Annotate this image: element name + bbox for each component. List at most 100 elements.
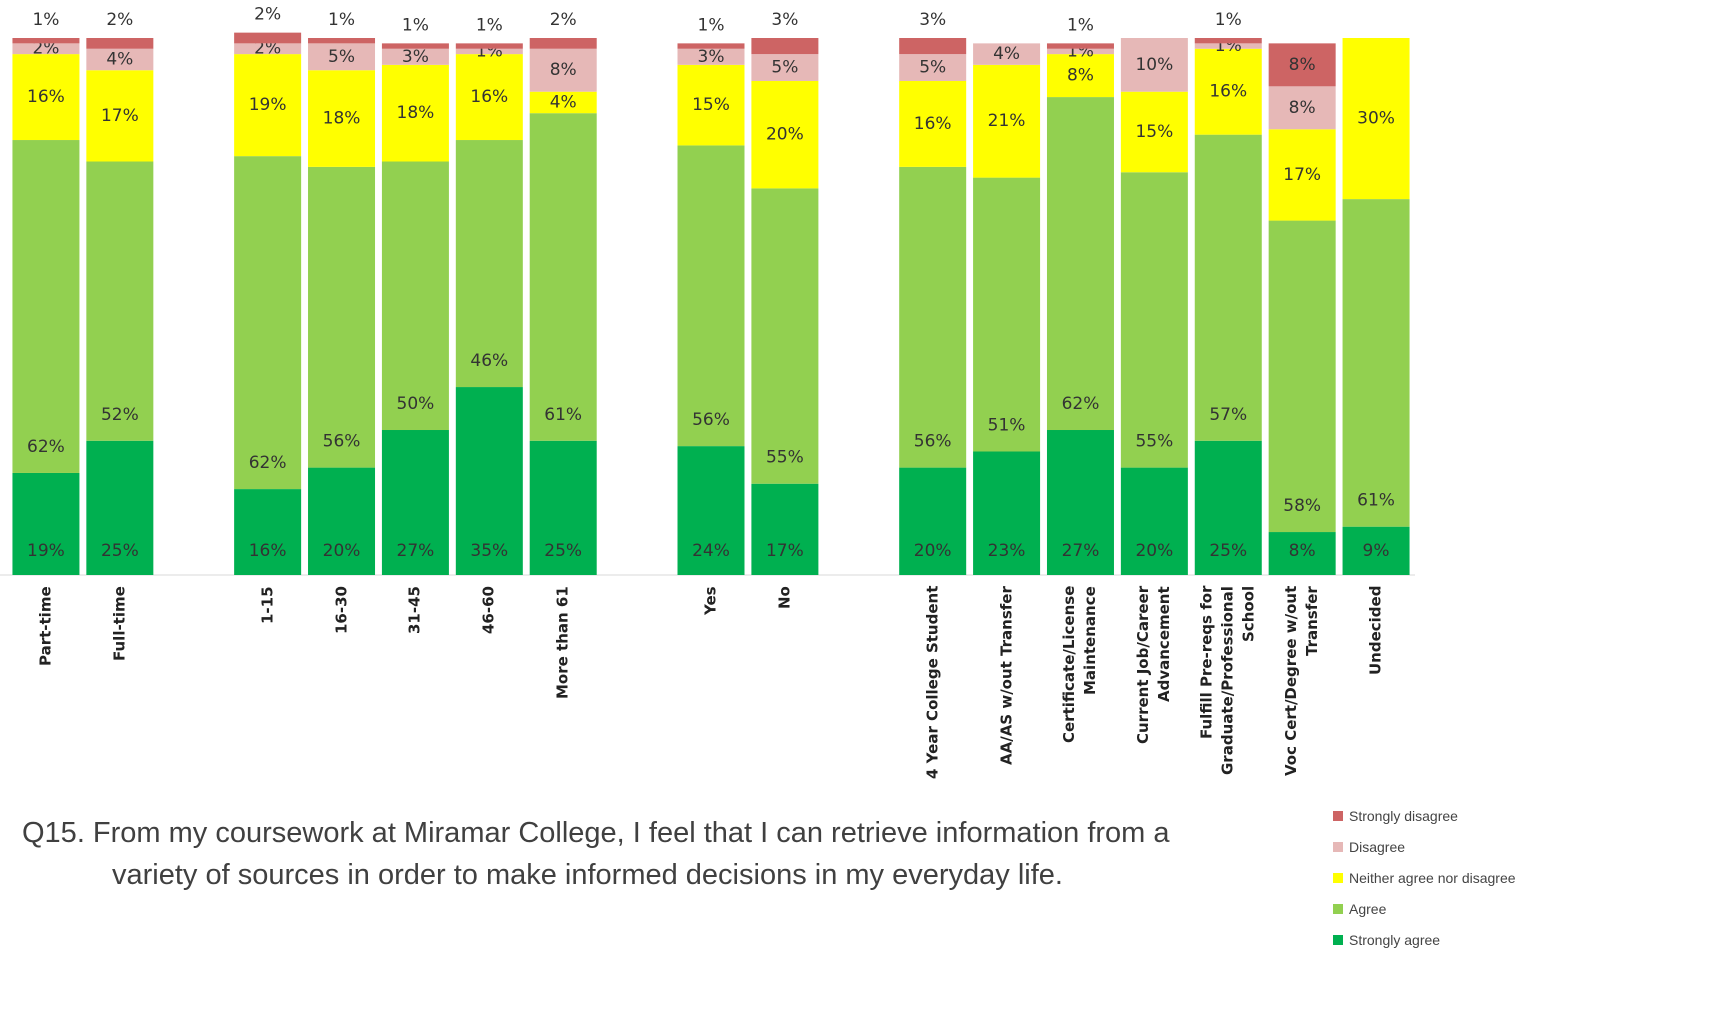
data-label: 1% xyxy=(476,15,503,35)
bar-segment xyxy=(751,80,819,189)
bar-segment xyxy=(899,166,967,468)
data-label: 8% xyxy=(1289,98,1316,118)
bar-segment xyxy=(677,446,745,575)
bar-segment xyxy=(1194,38,1262,44)
data-label: 61% xyxy=(544,405,582,425)
data-label: 8% xyxy=(1289,541,1316,561)
data-label: 2% xyxy=(550,10,577,30)
data-label: 2% xyxy=(32,39,59,59)
data-label: 1% xyxy=(402,15,429,35)
bar-segment xyxy=(1120,172,1188,468)
bar-segment xyxy=(12,43,80,55)
legend-label: Agree xyxy=(1349,900,1387,917)
bar-segment xyxy=(234,156,302,490)
data-label: 16% xyxy=(470,87,508,107)
bar-segment xyxy=(12,38,80,44)
legend-item: Agree xyxy=(1333,893,1516,924)
data-label: 1% xyxy=(1067,15,1094,35)
bar-segment xyxy=(529,440,597,575)
bar-segment xyxy=(751,54,819,81)
data-label: 55% xyxy=(766,448,804,468)
data-label: 20% xyxy=(323,541,361,561)
data-label: 56% xyxy=(914,432,952,452)
legend-item: Neither agree nor disagree xyxy=(1333,862,1516,893)
data-label: 5% xyxy=(919,58,946,78)
bar-segment xyxy=(1046,54,1114,98)
bar-segment xyxy=(308,43,376,71)
bar-segment xyxy=(1342,38,1410,200)
data-label: 61% xyxy=(1357,491,1395,511)
bar-segment xyxy=(677,48,745,65)
bar-segment xyxy=(1268,129,1336,221)
legend: Strongly disagree Disagree Neither agree n… xyxy=(1333,800,1516,955)
data-label: 17% xyxy=(101,106,139,126)
data-label: 62% xyxy=(1062,394,1100,414)
data-label: 8% xyxy=(550,60,577,80)
bar-segment xyxy=(529,38,597,49)
data-label: 27% xyxy=(397,541,435,561)
x-tick-label: 4 Year College Student xyxy=(923,586,942,780)
x-tick-label: Voc Cert/Degree w/out Transfer xyxy=(1282,586,1322,777)
data-label: 2% xyxy=(254,39,281,59)
bar-segment xyxy=(455,387,523,575)
data-label: 16% xyxy=(914,114,952,134)
legend-label: Neither agree nor disagree xyxy=(1349,869,1516,886)
bar-segment xyxy=(1046,48,1114,55)
x-tick-label: Part-time xyxy=(36,586,55,666)
data-label: 2% xyxy=(254,5,281,25)
legend-item: Strongly agree xyxy=(1333,924,1516,955)
chart: 19% 62% 16% 2% 1% 25% 52% 17% 4% 2% 16% 62% 19% 2% 2% 2… xyxy=(0,5,1415,576)
bar-segment xyxy=(1120,38,1188,92)
x-tick-label: 1-15 xyxy=(258,586,277,624)
data-label: 5% xyxy=(328,47,355,67)
legend-swatch xyxy=(1333,810,1343,821)
data-label: 25% xyxy=(1209,541,1247,561)
bar-segment xyxy=(1268,532,1336,575)
bar-segment xyxy=(1342,526,1410,575)
data-label: 56% xyxy=(323,432,361,452)
bar-segment xyxy=(899,80,967,167)
bar-segment xyxy=(455,43,523,49)
chart-title: Q15. From my coursework at Miramar Colle… xyxy=(22,817,1170,891)
data-label: 16% xyxy=(249,541,287,561)
x-tick-label: Full-time xyxy=(110,586,129,661)
data-label: 20% xyxy=(914,541,952,561)
bar-segment xyxy=(751,188,819,484)
x-tick-label: Current Job/Career Advancement xyxy=(1134,586,1174,745)
bar-segment xyxy=(973,451,1041,575)
x-tick-label: AA/AS w/out Transfer xyxy=(997,586,1016,765)
data-label: 3% xyxy=(771,10,798,30)
bar-segment xyxy=(86,440,154,575)
bar-segment xyxy=(529,48,597,92)
data-label: 46% xyxy=(470,351,508,371)
data-label: 16% xyxy=(1209,82,1247,102)
data-label: 19% xyxy=(249,95,287,115)
data-label: 3% xyxy=(402,47,429,67)
bar-segment xyxy=(86,38,154,49)
bar-segment xyxy=(973,64,1041,178)
bar-segment xyxy=(1268,43,1336,87)
data-label: 56% xyxy=(692,410,730,430)
bar-segment xyxy=(1046,97,1114,431)
bar-segment xyxy=(751,38,819,55)
data-label: 27% xyxy=(1062,541,1100,561)
legend-label: Strongly agree xyxy=(1349,931,1441,948)
data-label: 4% xyxy=(106,49,133,69)
data-label: 1% xyxy=(698,15,725,35)
data-label: 15% xyxy=(692,95,730,115)
data-label: 30% xyxy=(1357,109,1395,129)
bar-segment xyxy=(899,54,967,81)
x-tick-label: More than 61 xyxy=(553,586,572,699)
data-label: 19% xyxy=(27,541,65,561)
data-label: 50% xyxy=(397,394,435,414)
bar-segment xyxy=(1194,43,1262,49)
bar-segment xyxy=(455,48,523,55)
data-label: 2% xyxy=(106,10,133,30)
data-label: 4% xyxy=(550,92,577,112)
data-label: 16% xyxy=(27,87,65,107)
legend-item: Disagree xyxy=(1333,831,1516,862)
bar-segment xyxy=(86,70,154,162)
x-tick-label: 16-30 xyxy=(332,586,351,634)
bar-segment xyxy=(86,48,154,71)
